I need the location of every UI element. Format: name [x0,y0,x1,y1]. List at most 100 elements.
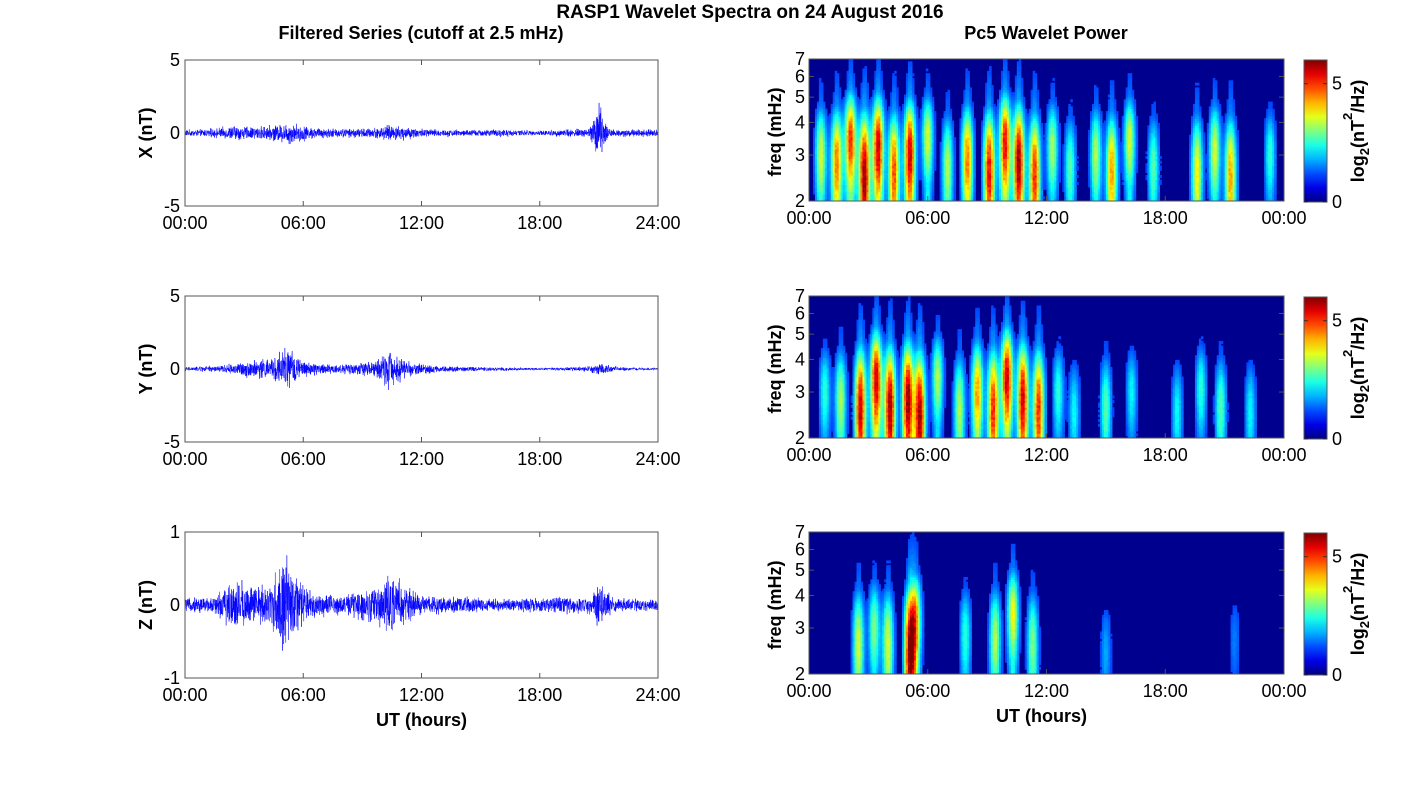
spectrum-cell [848,122,852,126]
spectrum-cell [971,172,974,176]
spectrum-cell [860,87,864,91]
spectrum-cell [941,167,945,171]
spectrum-cell [898,148,901,152]
spectrum-cell [880,80,883,84]
spectrum-cell [1022,137,1026,141]
spectrum-cell [995,127,998,131]
series-xtick-label: 24:00 [635,449,680,469]
spectrum-cell [838,151,842,155]
spectrum-cell [959,144,962,148]
spectrum-cell [1002,179,1006,183]
series-xtick-label: 12:00 [399,449,444,469]
spectrum-cell [915,134,919,138]
spectrum-cell [1008,182,1012,186]
spectrum-cell [894,196,897,200]
spectrum-cell [894,141,897,145]
spectrum-cell [836,160,840,164]
spectrum-cell [900,196,903,200]
spectrum-cell [1004,193,1008,197]
spectrum-cell [834,70,838,74]
spectrum-cell [981,139,984,143]
spectrum-cell [866,125,869,129]
spectrum-cell [915,182,919,186]
spectrum-cell [905,108,909,112]
spectrum-cell [838,184,842,188]
spectrum-cell [907,68,911,72]
spectrum-cell [892,196,895,200]
spectrum-cell [852,186,856,190]
spectrum-cell [1000,165,1004,169]
spectrum-cell [894,132,897,136]
spectrum-cell [868,196,871,200]
spectrum-cell [1012,118,1016,122]
spectrum-cell [985,141,988,145]
spectrum-cell [852,103,856,107]
spectrum-cell [1006,108,1010,112]
spectrum-cell [985,144,988,148]
spectrum-cell [909,189,913,193]
spectrum-cell [880,134,883,138]
spectrum-cell [876,196,879,200]
spectrum-cell [919,125,923,129]
spectrum-cell [898,127,901,131]
spectrum-cell [884,101,887,105]
spectrum-cell [1010,160,1014,164]
spectrum-cell [925,151,929,155]
spectrum-cell [864,186,867,190]
spectrum-cell [909,184,913,188]
spectrum-cell [1000,153,1004,157]
spectrum-cell [1004,182,1008,186]
spectrum-cell [886,111,889,115]
spectrum-cell [872,170,875,174]
spectrum-cell [1000,75,1004,79]
spectrum-cell [987,151,990,155]
spectrum-cell [999,182,1002,186]
spectrum-cell [836,92,840,96]
spectrum-cell [854,89,858,93]
spectrum-cell [987,139,990,143]
spectrum-cell [1006,153,1010,157]
spectrum-cell [818,85,822,88]
spectrum-cell [963,130,966,133]
spectrum-cell [824,118,828,122]
spectrum-cell [896,132,899,136]
spectrum-cell [995,125,998,129]
spectrum-cell [832,146,836,150]
spectrum-cell [898,153,901,157]
spectrum-cell [943,146,947,150]
spectrum-cell [900,172,903,176]
spectrum-cell [1010,99,1014,103]
spectrum-cell [852,130,856,133]
spectrum-cell [864,170,867,174]
spectrum-cell [848,167,852,171]
spectrum-cell [997,118,1000,122]
spectrum-cell [973,191,976,195]
spectrum-cell [844,96,848,100]
spectrum-cell [1014,170,1018,174]
spectrum-cell [848,125,852,129]
spectrum-cell [896,186,899,190]
spectrum-cell [896,101,899,105]
spectrum-cell [902,132,905,136]
spectrum-cell [896,115,899,119]
spectrum-cell [894,122,897,126]
spectrum-cell [862,160,866,164]
spectrum-cell [1020,113,1024,117]
spectrum-cell [886,137,889,141]
spectrum-cell [820,111,824,115]
spectrum-cell [834,139,838,143]
spectrum-cell [878,80,881,84]
spectrum-cell [830,189,834,193]
spectrum-cell [870,132,873,136]
spectrum-cell [909,167,913,171]
spectrum-cell [943,132,947,136]
spectrum-cell [886,182,889,186]
spectrum-cell [1020,158,1024,162]
spectrum-cell [905,148,909,152]
spectrum-cell [1020,106,1024,110]
spectrum-cell [856,189,860,193]
spectrum-cell [894,148,897,152]
spectrum-cell [925,148,929,152]
spectrum-cell [961,134,964,138]
spectrum-cell [1006,137,1010,141]
